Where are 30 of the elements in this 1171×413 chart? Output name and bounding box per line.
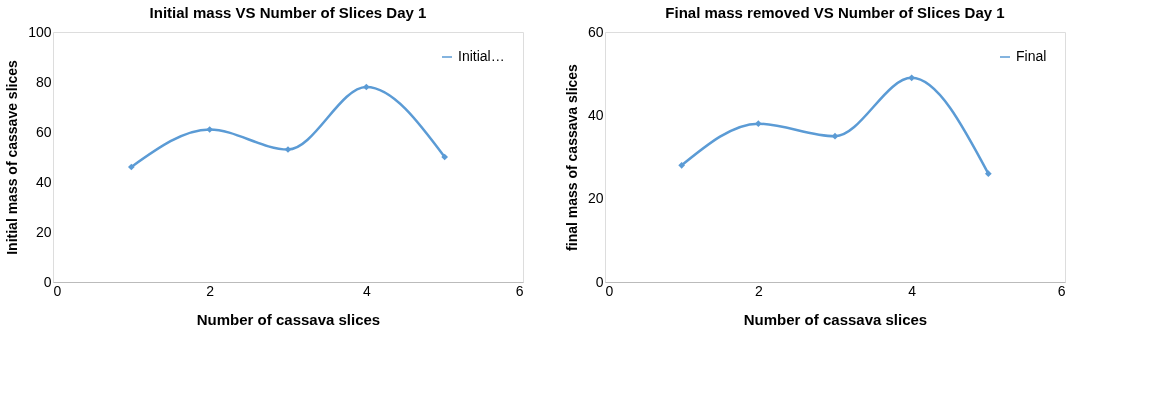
x-tick-label: 2 bbox=[206, 282, 215, 299]
x-tick-label: 4 bbox=[362, 282, 371, 299]
y-tick-label: 60 bbox=[587, 23, 604, 40]
y-axis-title: final mass of cassava slices bbox=[563, 63, 580, 251]
y-tick-label: 40 bbox=[587, 106, 604, 123]
point bbox=[441, 153, 449, 161]
point bbox=[127, 163, 135, 171]
point bbox=[754, 120, 762, 128]
y-tick-label: 80 bbox=[35, 73, 52, 90]
chart-title: Final mass removed VS Number of Slices Day 1 bbox=[665, 4, 1005, 21]
point bbox=[362, 83, 370, 91]
x-tick-label: 6 bbox=[1057, 282, 1066, 299]
x-tick-label: 6 bbox=[515, 282, 524, 299]
y-tick-label: 100 bbox=[28, 23, 52, 40]
x-tick-label: 2 bbox=[754, 282, 763, 299]
x-axis-title: Number of cassava slices bbox=[743, 310, 928, 328]
legend-label: Initial… bbox=[458, 48, 505, 64]
y-tick-label: 40 bbox=[35, 173, 52, 190]
y-tick-label: 60 bbox=[35, 123, 52, 140]
y-axis-title: Initial mass of cassave slices bbox=[4, 60, 21, 255]
y-tick-label: 20 bbox=[587, 190, 604, 207]
chart-title: Initial mass VS Number of Slices Day 1 bbox=[149, 4, 427, 21]
point bbox=[206, 126, 214, 133]
point bbox=[831, 132, 839, 140]
point bbox=[984, 170, 992, 178]
point bbox=[678, 161, 686, 169]
x-tick-label: 4 bbox=[908, 282, 917, 299]
x-axis-title: Number of cassava slices bbox=[196, 310, 381, 328]
y-tick-label: 20 bbox=[35, 223, 52, 240]
legend-label: Final bbox=[1016, 48, 1047, 64]
